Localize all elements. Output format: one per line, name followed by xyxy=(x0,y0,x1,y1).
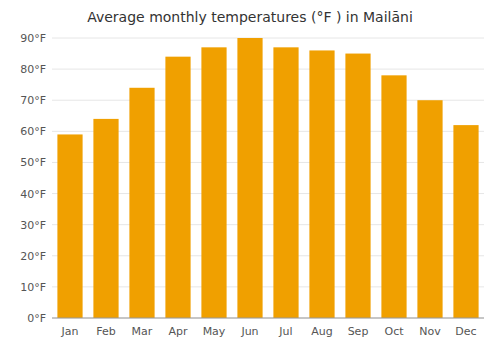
x-tick-label: Feb xyxy=(96,325,115,338)
chart-container: Average monthly temperatures (°F ) in Ma… xyxy=(0,0,500,350)
x-axis: Jan Feb Mar Apr May Jun Jul Aug Sep Oct Nov Dec xyxy=(52,318,484,338)
y-tick-label: 90°F xyxy=(20,32,46,45)
x-tick-label: Jun xyxy=(240,325,258,338)
bars xyxy=(57,38,478,318)
bar xyxy=(453,125,478,318)
y-tick-label: 40°F xyxy=(20,188,46,201)
bar xyxy=(273,47,298,318)
x-tick-label: Sep xyxy=(348,325,369,338)
y-tick-label: 20°F xyxy=(20,250,46,263)
y-tick-label: 30°F xyxy=(20,219,46,232)
grid xyxy=(52,38,484,318)
y-tick-label: 60°F xyxy=(20,125,46,138)
x-tick-label: Mar xyxy=(132,325,153,338)
grid-line xyxy=(52,38,484,39)
x-tick-label: Nov xyxy=(419,325,441,338)
bar xyxy=(93,119,118,318)
x-tick-label: Apr xyxy=(168,325,188,338)
bar xyxy=(165,57,190,318)
bar xyxy=(129,88,154,318)
x-tick-label: Jan xyxy=(61,325,79,338)
bar xyxy=(201,47,226,318)
bar xyxy=(237,38,262,318)
bar xyxy=(57,134,82,318)
x-axis-line xyxy=(52,318,484,319)
x-tick-label: Jul xyxy=(278,325,292,338)
x-tick-label: Aug xyxy=(311,325,332,338)
y-tick-label: 70°F xyxy=(20,94,46,107)
x-tick-label: May xyxy=(203,325,226,338)
y-axis: 0°F 10°F 20°F 30°F 40°F 50°F 60°F 70°F 80°F 90°F xyxy=(20,32,46,325)
grid-line xyxy=(52,69,484,70)
y-tick-label: 0°F xyxy=(27,312,46,325)
x-tick-label: Dec xyxy=(455,325,476,338)
y-tick-label: 50°F xyxy=(20,156,46,169)
title: Average monthly temperatures (°F ) in Ma… xyxy=(87,9,413,25)
chart-svg: Average monthly temperatures (°F ) in Ma… xyxy=(0,0,500,350)
y-tick-label: 80°F xyxy=(20,63,46,76)
bar xyxy=(381,75,406,318)
y-tick-label: 10°F xyxy=(20,281,46,294)
grid-line xyxy=(52,318,484,319)
bar xyxy=(417,100,442,318)
bar xyxy=(345,54,370,318)
x-tick-label: Oct xyxy=(384,325,404,338)
bar xyxy=(309,50,334,318)
